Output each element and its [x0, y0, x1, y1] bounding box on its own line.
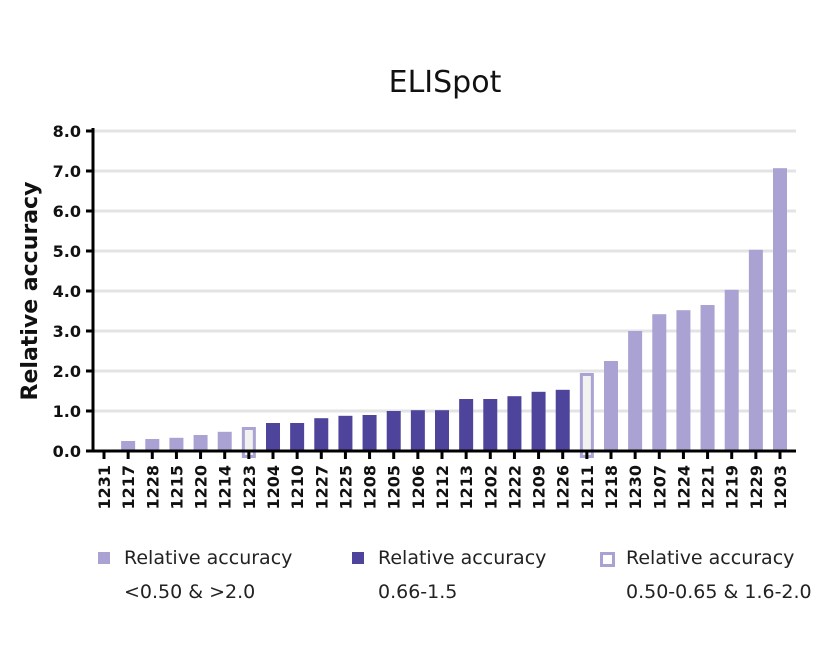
y-tick-label: 7.0: [53, 162, 81, 181]
x-tick-label: 1229: [747, 465, 766, 510]
x-tick-label: 1215: [167, 465, 186, 510]
x-tick-label: 1227: [312, 465, 331, 510]
bar-1203: [773, 168, 787, 451]
legend-item-mid: Relative accuracy 0.50-0.65 & 1.6-2.0: [626, 541, 812, 609]
legend-range: <0.50 & >2.0: [124, 581, 256, 603]
bar-1222: [507, 396, 522, 451]
bar-1217: [121, 441, 136, 451]
x-tick-label: 1212: [433, 465, 452, 510]
bar-1210: [290, 423, 305, 451]
legend-item-in: Relative accuracy 0.66-1.5: [378, 541, 546, 609]
x-tick-label: 1220: [192, 465, 211, 510]
bar-1230: [628, 331, 643, 451]
bar-1204: [266, 423, 280, 451]
x-tick-label: 1225: [336, 465, 355, 510]
bar-1214: [217, 431, 232, 451]
x-tick-label: 1217: [119, 465, 138, 510]
x-tick-label: 1214: [216, 465, 235, 510]
x-tick-label: 1230: [626, 465, 645, 510]
x-tick-label: 1205: [385, 465, 404, 510]
x-tick-label: 1211: [578, 465, 597, 510]
x-tick-label: 1231: [95, 465, 114, 510]
x-tick-label: 1221: [699, 465, 718, 510]
bar-1219: [724, 289, 739, 451]
legend-label: Relative accuracy: [378, 547, 547, 569]
bar-1228: [145, 439, 160, 451]
legend-label: Relative accuracy: [626, 547, 795, 569]
bar-1205: [386, 411, 401, 451]
y-tick-label: 1.0: [53, 402, 81, 421]
x-tick-label: 1204: [264, 465, 283, 510]
bar-1211: [579, 373, 594, 458]
x-tick-label: 1202: [481, 465, 500, 510]
x-tick-label: 1210: [288, 465, 307, 510]
legend-range: 0.66-1.5: [378, 581, 458, 603]
chart-title: ELISpot: [389, 65, 502, 100]
bar-1207: [652, 314, 667, 451]
y-tick-label: 2.0: [53, 362, 81, 381]
x-tick-label: 1226: [554, 465, 573, 510]
bar-1224: [676, 310, 691, 451]
bar-1215: [169, 437, 184, 451]
legend-swatch-in: [352, 552, 364, 564]
legend-swatch-out: [98, 552, 110, 564]
bar-1229: [748, 249, 763, 451]
x-tick-label: 1224: [674, 465, 693, 510]
y-tick-label: 3.0: [53, 322, 81, 341]
legend-swatch-mid: [600, 552, 615, 567]
bar-1227: [314, 418, 329, 451]
y-axis-label: Relative accuracy: [18, 182, 43, 401]
x-tick-label: 1218: [602, 465, 621, 510]
bar-1220: [193, 435, 208, 451]
x-tick-label: 1228: [143, 465, 162, 510]
y-tick-label: 6.0: [53, 202, 81, 221]
y-tick-label: 4.0: [53, 282, 81, 301]
x-tick-label: 1213: [457, 465, 476, 510]
x-tick-label: 1207: [650, 465, 669, 510]
bar-1221: [700, 305, 715, 451]
bar-1212: [435, 410, 449, 451]
bar-1202: [483, 399, 498, 451]
x-tick-label: 1219: [723, 465, 742, 510]
x-tick-label: 1222: [505, 465, 524, 510]
x-tick-label: 1209: [530, 465, 549, 510]
x-tick-label: 1223: [240, 465, 259, 510]
y-tick-label: 8.0: [53, 122, 81, 141]
y-tick-label: 5.0: [53, 242, 81, 261]
bar-1226: [555, 389, 570, 451]
x-tick-label: 1208: [361, 465, 380, 510]
legend-item-out: Relative accuracy <0.50 & >2.0: [124, 541, 292, 609]
bar-1218: [604, 361, 618, 451]
x-tick-label: 1203: [771, 465, 790, 510]
y-tick-label: 0.0: [53, 442, 81, 461]
legend-label: Relative accuracy: [124, 547, 293, 569]
legend-range: 0.50-0.65 & 1.6-2.0: [626, 581, 812, 603]
bar-1213: [459, 399, 474, 451]
bar-1206: [410, 410, 425, 451]
bar-1209: [531, 391, 546, 451]
bar-1208: [362, 415, 377, 451]
x-tick-label: 1206: [409, 465, 428, 510]
bar-1225: [338, 415, 353, 451]
